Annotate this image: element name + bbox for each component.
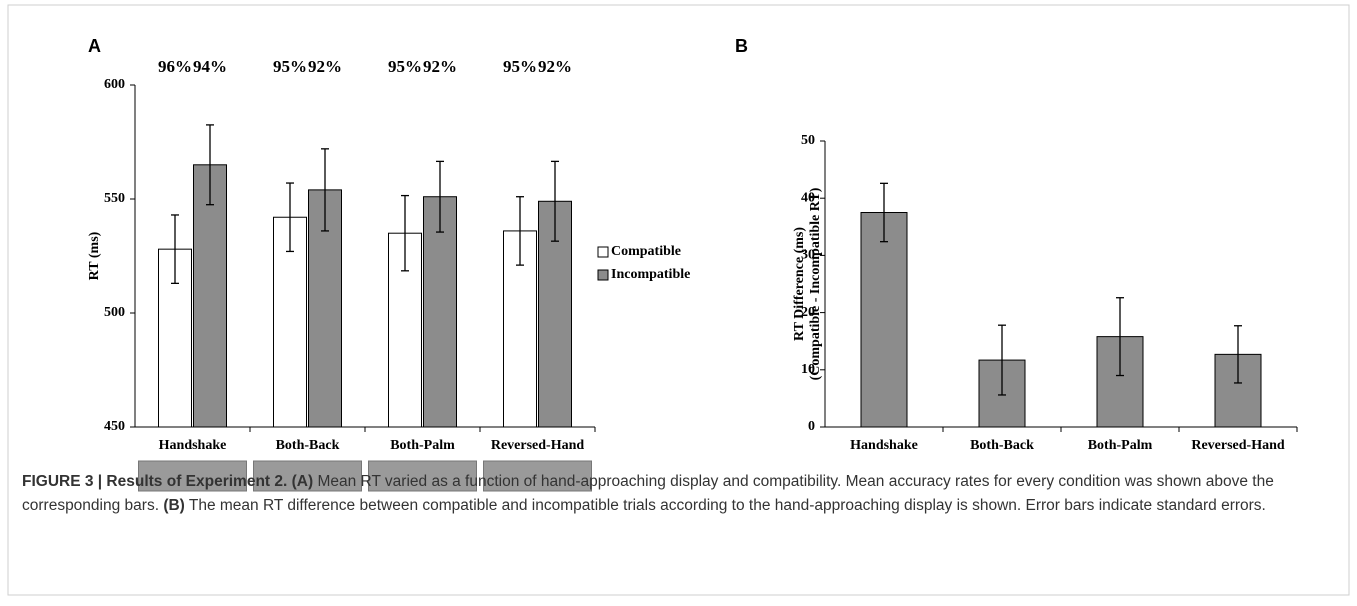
y-axis-label: RT Difference (ms) — [792, 227, 807, 341]
y-tick-label: 450 — [104, 419, 125, 434]
accuracy-label: 95% — [503, 57, 537, 76]
accuracy-label: 92% — [308, 57, 342, 76]
legend-label: Compatible — [611, 244, 681, 259]
x-tick-label: Both-Back — [276, 438, 340, 453]
caption-segment: (B) — [163, 497, 185, 514]
x-tick-label: Handshake — [850, 438, 918, 453]
accuracy-label: 92% — [538, 57, 572, 76]
x-tick-label: Reversed-Hand — [491, 438, 585, 453]
caption-segment: FIGURE 3 | Results of Experiment 2. (A) — [22, 473, 313, 490]
panel-label: B — [735, 36, 748, 56]
accuracy-label: 92% — [423, 57, 457, 76]
legend-swatch — [598, 247, 608, 257]
accuracy-label: 94% — [193, 57, 227, 76]
x-tick-label: Reversed-Hand — [1191, 438, 1285, 453]
caption: FIGURE 3 | Results of Experiment 2. (A) … — [22, 470, 1342, 518]
x-tick-label: Handshake — [159, 438, 227, 453]
accuracy-label: 95% — [273, 57, 307, 76]
x-tick-label: Both-Back — [970, 438, 1034, 453]
page: A450500550600RT (ms)Handshake96%94%Both-… — [0, 0, 1357, 606]
y-tick-label: 50 — [801, 133, 815, 148]
y-tick-label: 600 — [104, 77, 125, 92]
y-tick-label: 550 — [104, 191, 125, 206]
panel-label: A — [88, 36, 101, 56]
legend-swatch — [598, 270, 608, 280]
x-tick-label: Both-Palm — [1088, 438, 1153, 453]
y-tick-label: 0 — [808, 419, 815, 434]
y-tick-label: 500 — [104, 305, 125, 320]
y-axis-label: (Compatible - Incompatible RT) — [808, 187, 823, 380]
bar — [861, 213, 907, 428]
accuracy-label: 95% — [388, 57, 422, 76]
accuracy-label: 96% — [158, 57, 192, 76]
caption-segment: The mean RT difference between compatibl… — [185, 497, 1266, 514]
x-tick-label: Both-Palm — [390, 438, 455, 453]
y-axis-label: RT (ms) — [87, 231, 102, 280]
legend-label: Incompatible — [611, 267, 690, 282]
